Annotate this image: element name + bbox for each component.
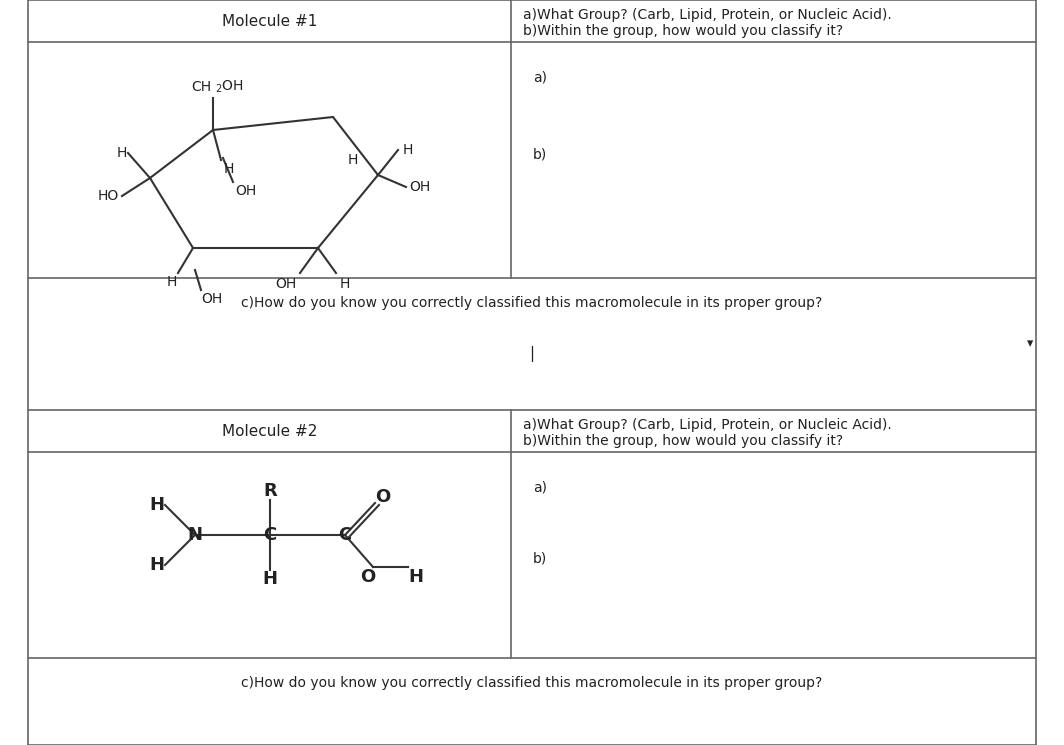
Text: a): a): [533, 70, 547, 84]
Text: C: C: [338, 526, 351, 544]
Text: O: O: [376, 488, 390, 506]
Text: a): a): [533, 480, 547, 494]
Text: H: H: [263, 570, 278, 588]
Text: H: H: [150, 496, 165, 514]
Text: c)How do you know you correctly classified this macromolecule in its proper grou: c)How do you know you correctly classifi…: [242, 296, 822, 310]
Text: CH: CH: [190, 80, 211, 94]
Text: c)How do you know you correctly classified this macromolecule in its proper grou: c)How do you know you correctly classifi…: [242, 676, 822, 690]
Text: Molecule #1: Molecule #1: [221, 13, 317, 28]
Text: H: H: [348, 153, 359, 167]
Text: H: H: [409, 568, 423, 586]
Text: b)Within the group, how would you classify it?: b)Within the group, how would you classi…: [523, 434, 843, 448]
Text: |: |: [530, 346, 534, 362]
Text: Molecule #2: Molecule #2: [221, 423, 317, 439]
Text: HO: HO: [98, 189, 118, 203]
Text: N: N: [187, 526, 202, 544]
Text: OH: OH: [409, 180, 430, 194]
Text: OH: OH: [235, 184, 256, 198]
Text: H: H: [225, 162, 234, 176]
Text: O: O: [361, 568, 376, 586]
Text: $_2$OH: $_2$OH: [215, 79, 244, 95]
Text: H: H: [117, 146, 128, 160]
Text: ▾: ▾: [1027, 337, 1033, 350]
Text: a)What Group? (Carb, Lipid, Protein, or Nucleic Acid).: a)What Group? (Carb, Lipid, Protein, or …: [523, 418, 892, 432]
Text: H: H: [150, 556, 165, 574]
Text: R: R: [263, 482, 277, 500]
Text: b): b): [533, 552, 547, 566]
Text: b)Within the group, how would you classify it?: b)Within the group, how would you classi…: [523, 24, 843, 38]
Text: H: H: [340, 277, 350, 291]
Text: a)What Group? (Carb, Lipid, Protein, or Nucleic Acid).: a)What Group? (Carb, Lipid, Protein, or …: [523, 8, 892, 22]
Text: H: H: [403, 143, 414, 157]
Text: b): b): [533, 147, 547, 161]
Text: H: H: [167, 275, 178, 289]
Text: C: C: [264, 526, 277, 544]
Text: OH: OH: [276, 277, 297, 291]
Text: OH: OH: [201, 292, 222, 306]
